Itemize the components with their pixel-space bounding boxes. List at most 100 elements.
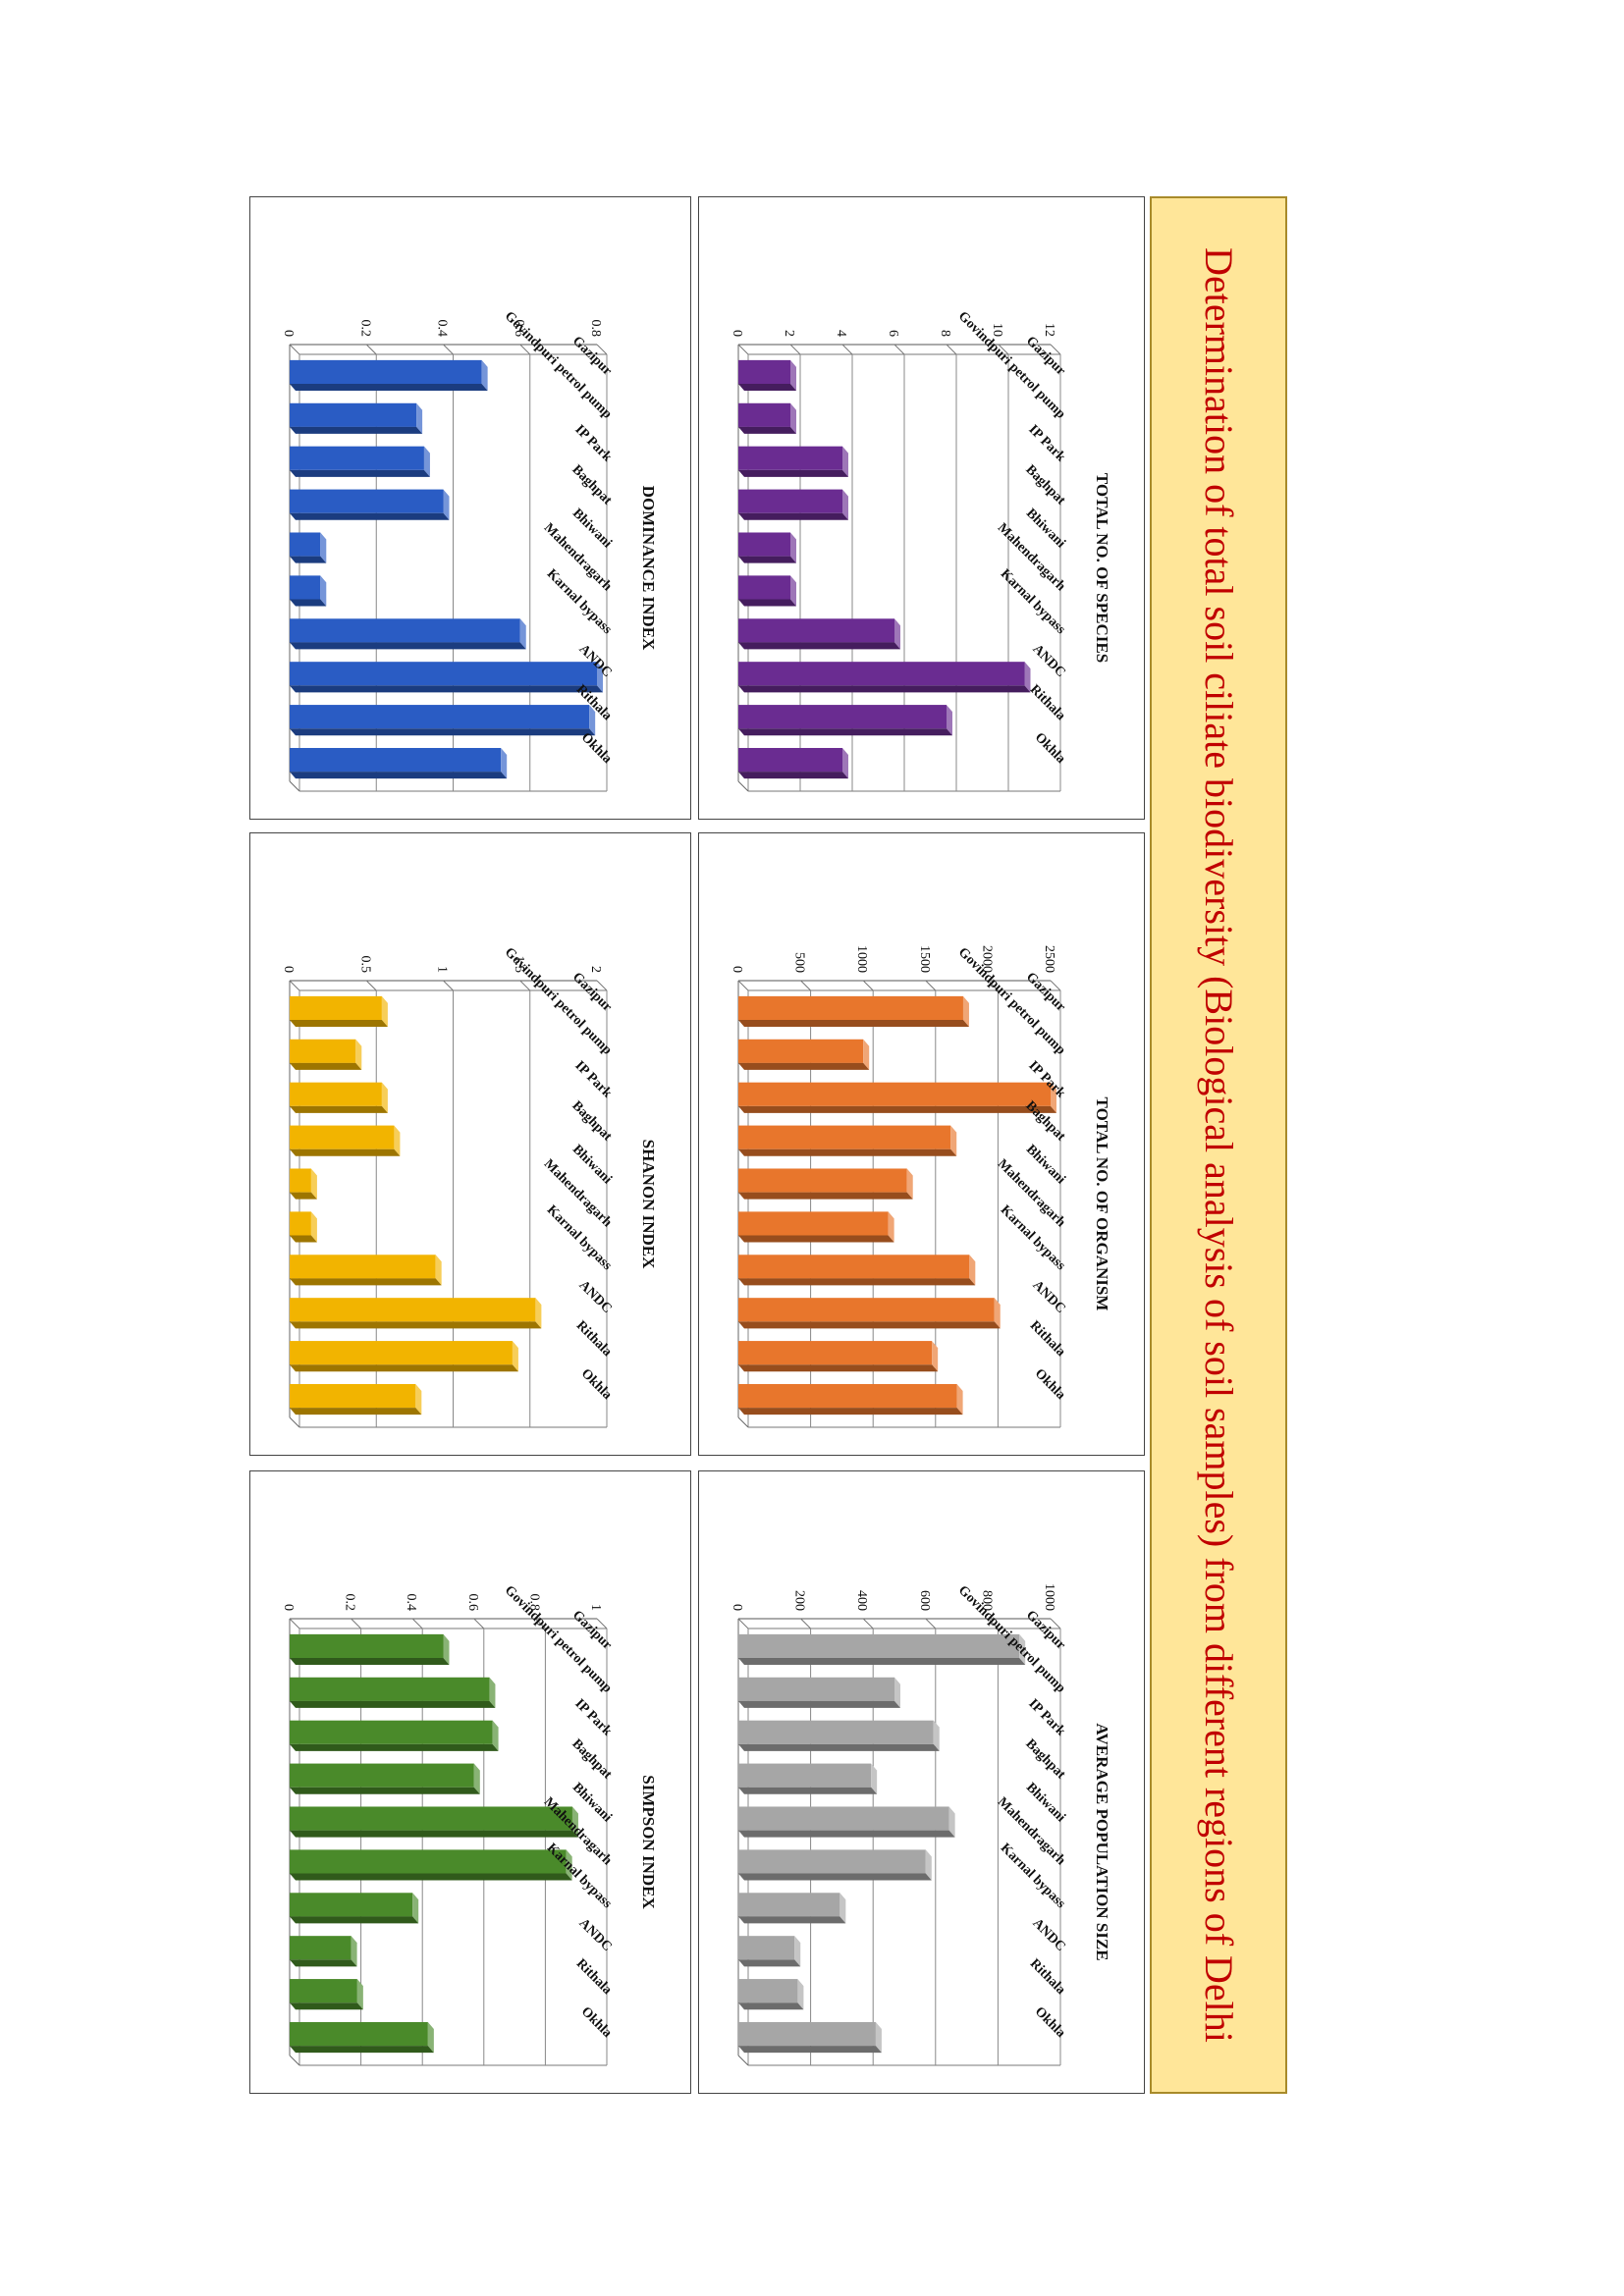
dominance-bar-top	[320, 532, 327, 563]
shanon-bar-side	[290, 1062, 362, 1070]
population-bar	[738, 1720, 940, 1751]
simpson-bar	[290, 1633, 450, 1666]
organism-bar-top	[969, 1255, 976, 1286]
organism-grid-diag	[800, 980, 811, 991]
simpson-bar-top	[351, 1936, 357, 1967]
organism-grid-diag	[925, 980, 937, 991]
organism-bar	[738, 1211, 894, 1243]
organism-chart-title: TOTAL NO. OF ORGANISM	[1093, 1097, 1111, 1311]
population-category-label: Okhla	[1032, 2004, 1068, 2041]
dominance-bar	[289, 402, 423, 434]
dominance-grid-diag	[596, 344, 608, 355]
population-bar-front	[738, 1677, 894, 1701]
dominance-bar-top	[501, 747, 508, 779]
dominance-category-label: Baghpat	[568, 462, 615, 508]
species-bar	[738, 359, 796, 392]
organism-grid-diag	[737, 980, 749, 991]
shanon-bar	[290, 1039, 362, 1070]
species-tick-label: 12	[1042, 323, 1056, 337]
dominance-bar-top	[481, 359, 488, 392]
dominance-bar-side	[290, 384, 488, 392]
shanon-bar-side	[290, 1020, 388, 1028]
population-bar-front	[738, 1806, 949, 1831]
dominance-bar-side	[290, 426, 423, 434]
shanon-bar-top	[310, 1168, 317, 1200]
population-bar-side	[738, 1700, 900, 1708]
shanon-bar-front	[289, 1255, 436, 1279]
shanon-bar-front	[290, 1341, 513, 1365]
population-category-label: ANDC	[1030, 1916, 1068, 1954]
population-bar-side	[738, 1787, 878, 1794]
population-tick-label: 800	[979, 1590, 994, 1611]
page-title: Determination of total soil ciliate biod…	[1197, 247, 1241, 2043]
species-grid-diag	[946, 344, 957, 355]
species-bar-side	[738, 384, 796, 392]
shanon-bar-front	[289, 1082, 382, 1106]
simpson-bar-front	[289, 1849, 567, 1874]
species-bar-front	[738, 446, 842, 470]
dominance-grid-diag	[519, 344, 531, 355]
organism-bar	[738, 1255, 976, 1286]
dominance-category-label: Okhla	[578, 730, 615, 767]
simpson-bar-front	[290, 1936, 352, 1960]
dominance-grid-diag	[365, 344, 377, 355]
simpson-bar-top	[571, 1806, 578, 1838]
shanon-bar-side	[290, 1364, 518, 1372]
dominance-bar-top	[416, 402, 423, 434]
simpson-bar-side	[290, 2002, 363, 2010]
species-bar-side	[738, 685, 1031, 693]
population-bar	[738, 1806, 955, 1838]
dominance-bar	[290, 747, 508, 779]
organism-bar-side	[738, 1148, 957, 1156]
simpson-bar-side	[290, 1916, 419, 1924]
shanon-bar-side	[290, 1192, 317, 1200]
shanon-category-label: Okhla	[578, 1366, 615, 1403]
population-bar-top	[894, 1677, 900, 1708]
shanon-bar-side	[290, 1148, 401, 1156]
dominance-tick-label: 0.2	[357, 320, 372, 338]
species-bar-side	[738, 772, 848, 779]
organism-bar-top	[932, 1341, 939, 1372]
simpson-category-label: Okhla	[578, 2004, 615, 2041]
population-bar	[738, 1893, 846, 1924]
shanon-bar-top	[394, 1125, 401, 1156]
dominance-bar-side	[290, 642, 526, 650]
organism-bar-front	[738, 1211, 889, 1236]
dominance-bar	[290, 662, 603, 693]
simpson-bar-top	[427, 2021, 434, 2054]
simpson-grid-diag	[351, 1618, 361, 1629]
organism-bar	[738, 1383, 963, 1415]
population-bar-side	[738, 1959, 801, 1967]
species-grid-diag	[1050, 344, 1061, 355]
species-bar-side	[738, 642, 900, 650]
shanon-bar	[289, 1082, 388, 1113]
shanon-bar	[290, 1341, 518, 1372]
dominance-bar	[290, 489, 450, 520]
shanon-category-label: Baghpat	[568, 1098, 615, 1145]
population-bar-front	[737, 1936, 795, 1960]
population-category-label: Rithala	[1027, 1956, 1068, 1998]
simpson-bar-side	[290, 1658, 450, 1666]
shanon-bar	[290, 1211, 317, 1243]
species-bar-front	[738, 747, 842, 773]
organism-bar	[738, 1082, 1056, 1113]
simpson-tick-label: 0.6	[465, 1594, 480, 1612]
dominance-bar-side	[290, 772, 508, 779]
organism-grid-diag	[1050, 980, 1061, 991]
organism-bar-side	[738, 1364, 939, 1372]
shanon-bar-side	[290, 1235, 317, 1243]
dominance-bar-side	[290, 685, 603, 693]
shanon-tick-label: 1.5	[512, 956, 526, 974]
dominance-category-label: IP Park	[571, 422, 614, 464]
shanon-bar-front	[290, 1168, 311, 1193]
simpson-bar	[289, 1849, 572, 1881]
simpson-tick-label: 0.4	[404, 1594, 418, 1612]
dominance-tick-label: 0.8	[588, 320, 603, 338]
population-chart-title: AVERAGE POPULATION SIZE	[1093, 1723, 1111, 1960]
shanon-bar-front	[290, 1039, 356, 1063]
species-bar-side	[738, 556, 796, 563]
simpson-bar-top	[492, 1720, 499, 1751]
organism-bar-side	[738, 1105, 1056, 1113]
